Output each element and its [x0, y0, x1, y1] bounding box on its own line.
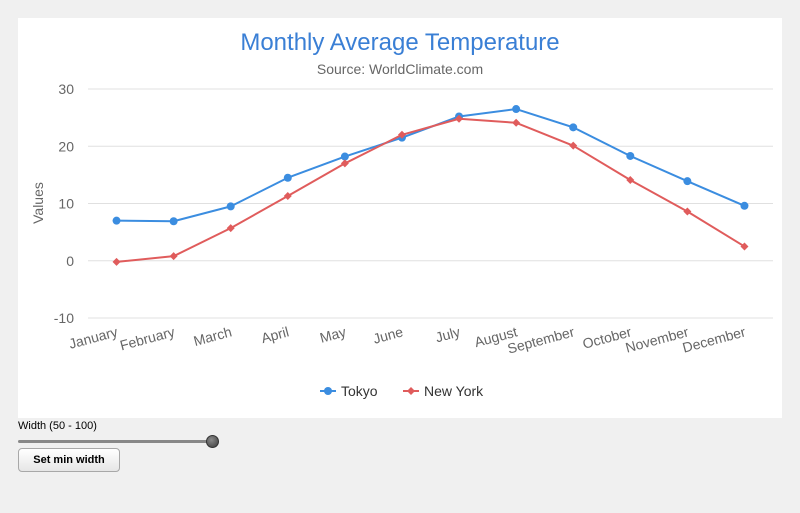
x-tick-label: July — [434, 323, 462, 345]
data-point[interactable] — [283, 173, 292, 182]
series-tokyo — [112, 105, 749, 226]
slider-track[interactable] — [18, 440, 214, 443]
width-controls: Width (50 - 100) Set min width — [18, 419, 318, 472]
data-point[interactable] — [226, 202, 235, 211]
data-point[interactable] — [512, 118, 521, 127]
series-line — [116, 117, 745, 263]
slider-thumb[interactable] — [206, 435, 219, 448]
data-point[interactable] — [569, 141, 578, 150]
series-new-york — [112, 114, 749, 266]
y-ticks: -10 0 10 20 30 — [54, 81, 74, 326]
data-point[interactable] — [112, 216, 121, 225]
legend-item-tokyo[interactable]: Tokyo — [320, 383, 378, 399]
x-tick-label: January — [67, 323, 119, 351]
data-point[interactable] — [169, 217, 178, 226]
chart-subtitle: Source: WorldClimate.com — [317, 61, 483, 77]
legend-label: New York — [424, 383, 484, 399]
data-point[interactable] — [340, 152, 349, 161]
data-point[interactable] — [740, 201, 749, 210]
x-tick-label: February — [118, 323, 176, 353]
width-label: Width (50 - 100) — [18, 420, 97, 432]
width-slider[interactable] — [18, 434, 219, 448]
x-tick-label: April — [259, 323, 290, 346]
data-point[interactable] — [112, 257, 121, 266]
line-chart: Monthly Average Temperature Source: Worl… — [30, 29, 773, 399]
x-tick-label: June — [371, 323, 405, 346]
data-point[interactable] — [397, 130, 406, 139]
legend[interactable]: Tokyo New York — [320, 383, 484, 399]
x-tick-label: December — [681, 323, 748, 355]
y-tick-label: 30 — [58, 81, 74, 97]
data-point[interactable] — [626, 176, 635, 185]
y-tick-label: -10 — [54, 310, 74, 326]
y-tick-label: 20 — [58, 138, 74, 154]
gridlines — [88, 88, 773, 319]
y-tick-label: 10 — [58, 196, 74, 212]
legend-marker — [324, 387, 332, 395]
chart-title: Monthly Average Temperature — [240, 29, 559, 56]
data-point[interactable] — [283, 192, 292, 201]
set-min-width-button[interactable]: Set min width — [18, 448, 120, 472]
data-point[interactable] — [455, 114, 464, 123]
y-axis-label: Values — [30, 182, 46, 224]
data-point[interactable] — [626, 151, 635, 160]
data-point[interactable] — [740, 242, 749, 251]
data-point[interactable] — [683, 207, 692, 216]
legend-label: Tokyo — [341, 383, 378, 399]
legend-marker — [407, 387, 415, 395]
data-point[interactable] — [683, 177, 692, 186]
series — [112, 105, 749, 266]
x-tick-label: March — [192, 323, 234, 349]
data-point[interactable] — [340, 159, 349, 168]
legend-item-new-york[interactable]: New York — [403, 383, 484, 399]
x-tick-label: May — [318, 323, 348, 345]
y-tick-label: 0 — [66, 253, 74, 269]
data-point[interactable] — [569, 123, 578, 132]
data-point[interactable] — [512, 105, 521, 114]
x-tick-label: September — [506, 323, 577, 356]
data-point[interactable] — [226, 224, 235, 233]
data-point[interactable] — [169, 252, 178, 261]
chart-panel: Monthly Average Temperature Source: Worl… — [18, 18, 782, 418]
